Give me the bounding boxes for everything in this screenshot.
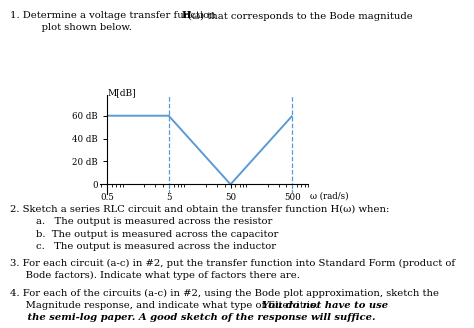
Text: c.   The output is measured across the inductor: c. The output is measured across the ind…	[36, 242, 276, 251]
Text: ω (rad/s): ω (rad/s)	[310, 191, 348, 200]
Text: plot shown below.: plot shown below.	[26, 23, 132, 31]
Text: H: H	[182, 11, 191, 20]
Text: 4. For each of the circuits (a-c) in #2, using the Bode plot approximation, sket: 4. For each of the circuits (a-c) in #2,…	[10, 289, 439, 298]
Text: 3. For each circuit (a-c) in #2, put the transfer function into Standard Form (p: 3. For each circuit (a-c) in #2, put the…	[10, 258, 456, 268]
Text: b.  The output is measured across the capacitor: b. The output is measured across the cap…	[36, 230, 278, 238]
Text: the semi-log paper. A good sketch of the response will suffice.: the semi-log paper. A good sketch of the…	[10, 313, 376, 322]
Text: (ω) that corresponds to the Bode magnitude: (ω) that corresponds to the Bode magnitu…	[188, 11, 412, 21]
Text: M[dB]: M[dB]	[108, 89, 137, 97]
Text: 2. Sketch a series RLC circuit and obtain the transfer function H(ω) when:: 2. Sketch a series RLC circuit and obtai…	[10, 205, 390, 214]
Text: Magnitude response, and indicate what type of filter it is.: Magnitude response, and indicate what ty…	[10, 301, 322, 310]
Text: 1. Determine a voltage transfer function: 1. Determine a voltage transfer function	[10, 11, 219, 20]
Text: a.   The output is measured across the resistor: a. The output is measured across the res…	[36, 217, 272, 226]
Text: Bode factors). Indicate what type of factors there are.: Bode factors). Indicate what type of fac…	[10, 271, 301, 280]
Text: You do not have to use: You do not have to use	[262, 301, 388, 310]
